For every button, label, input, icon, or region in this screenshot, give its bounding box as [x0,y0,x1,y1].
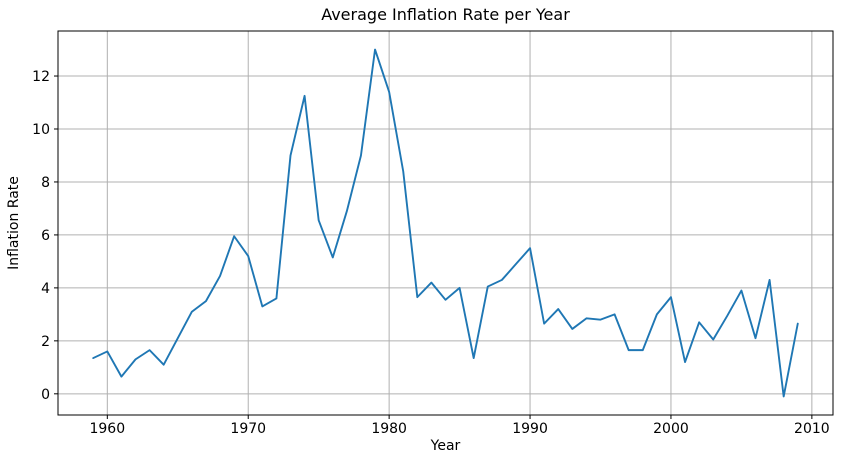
x-tick-label: 2000 [653,421,689,437]
x-tick-label: 1970 [230,421,266,437]
y-tick-label: 8 [41,175,50,191]
x-tick-label: 1990 [512,421,548,437]
y-tick-label: 2 [41,334,50,350]
x-axis-label: Year [430,438,461,454]
plot-border [57,30,834,416]
x-tick-label: 1960 [89,421,125,437]
y-tick-label: 0 [41,387,50,403]
y-tick-label: 10 [32,122,50,138]
x-tick-label: 2010 [794,421,830,437]
chart-title: Average Inflation Rate per Year [321,5,570,24]
y-tick-label: 4 [41,281,50,297]
y-tick-label: 6 [41,228,50,244]
inflation-rate-line [92,48,799,398]
y-tick-label: 12 [32,69,50,85]
x-tick-label: 1980 [371,421,407,437]
